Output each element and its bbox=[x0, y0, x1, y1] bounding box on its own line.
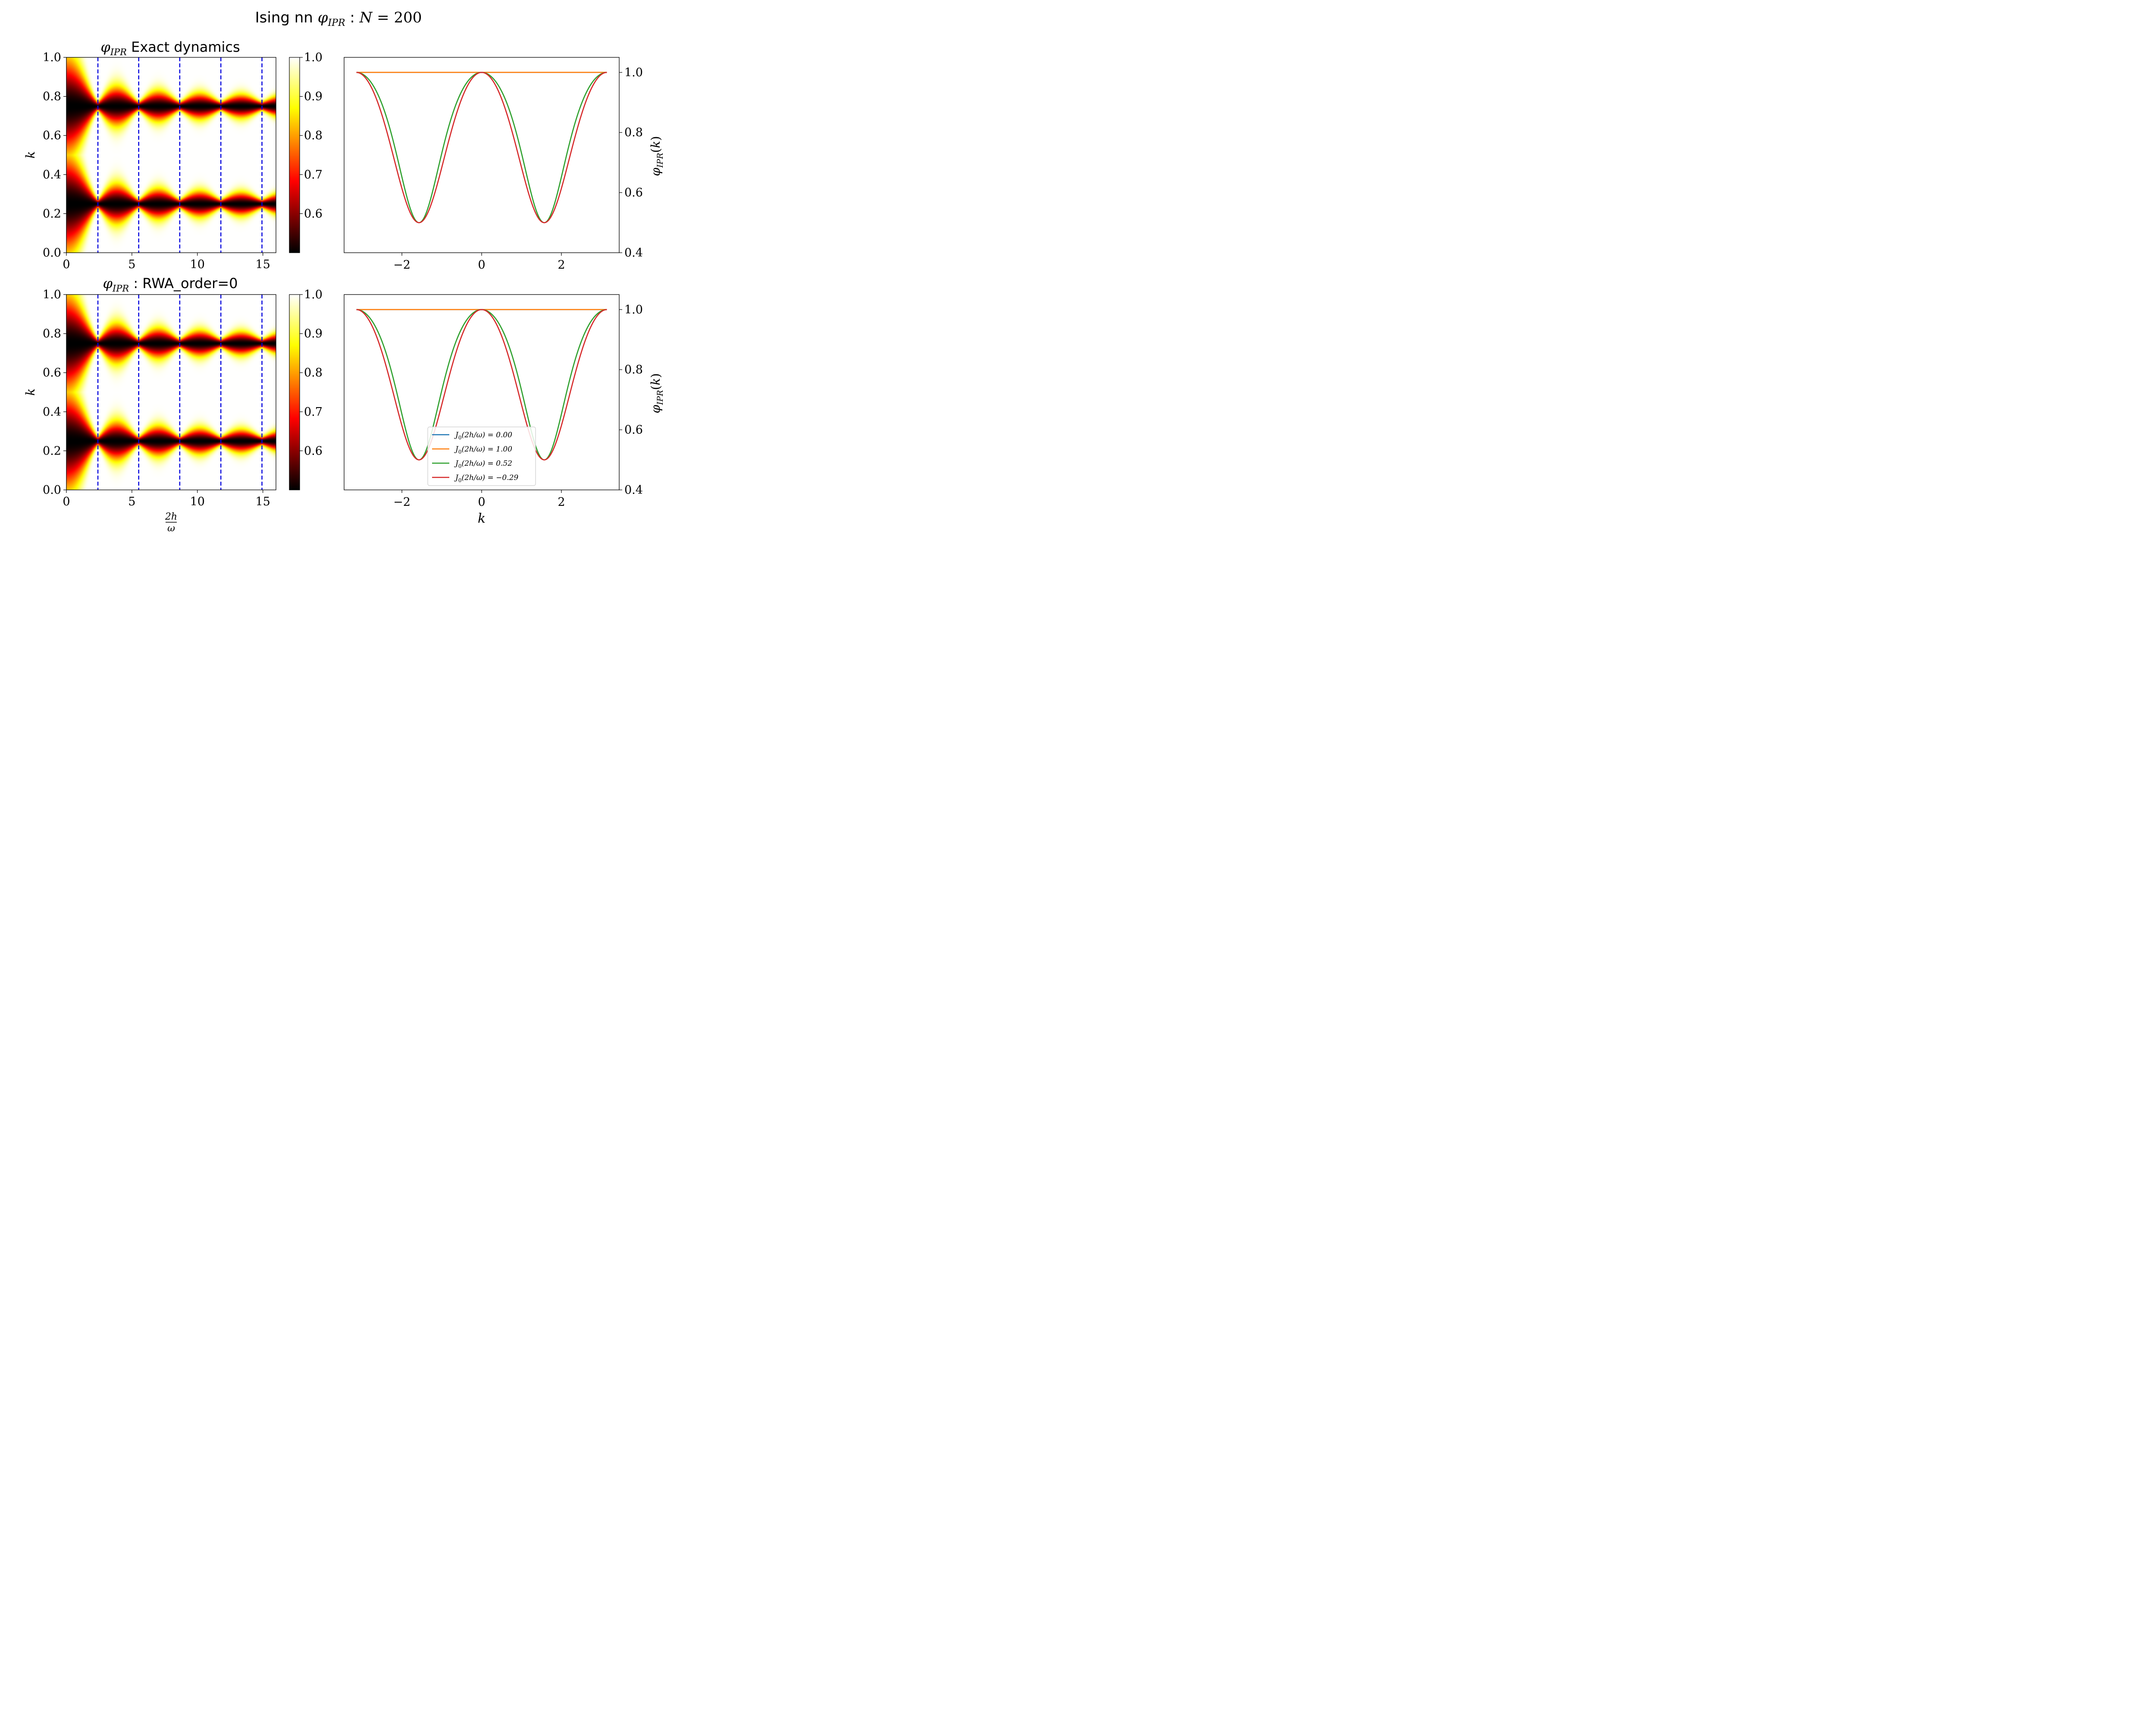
y-axis-label-phi-ipr-bottom: φIPR(k) bbox=[649, 373, 665, 413]
y-tick-label: 0.8 bbox=[43, 327, 61, 341]
colorbar-tick-label: 0.6 bbox=[304, 444, 323, 458]
series-line-3 bbox=[356, 72, 607, 223]
x-tick-label: 0 bbox=[63, 495, 70, 508]
y-tick-label: 0.8 bbox=[624, 363, 643, 376]
colorbar-tick-label: 0.9 bbox=[304, 327, 323, 341]
y-tick-label: 0.4 bbox=[43, 405, 61, 419]
figure: Ising nn φIPR : N = 200 φIPR Exact dynam… bbox=[23, 9, 665, 534]
heatmap-image bbox=[66, 295, 276, 490]
plot-frame bbox=[66, 57, 276, 253]
y-tick-label: 0.2 bbox=[43, 207, 61, 220]
svg-text:2h: 2h bbox=[165, 511, 177, 522]
x-tick-label: 10 bbox=[190, 495, 205, 508]
y-tick-label: 0.4 bbox=[624, 483, 643, 497]
legend-label: J0(2h/ω) = −0.29 bbox=[454, 474, 518, 483]
x-tick-label: 2 bbox=[558, 258, 565, 272]
panel-title-rwa: φIPR : RWA_order=0 bbox=[103, 275, 238, 294]
line-chart-bottom: −2 0 2 0.4 0.6 0.8 1.0 bbox=[344, 294, 643, 509]
y-tick-label: 1.0 bbox=[624, 66, 643, 79]
x-tick-label: 2 bbox=[558, 496, 565, 509]
legend-box bbox=[427, 427, 536, 486]
line-panel-top: −2 0 2 0.4 0.6 0.8 1.0 φIPR(k) bbox=[344, 57, 665, 272]
figure-title: Ising nn φIPR : N = 200 bbox=[255, 9, 422, 28]
x-axis-label-k: k bbox=[478, 511, 486, 526]
y-tick-label: 1.0 bbox=[43, 288, 61, 301]
series-line-2 bbox=[356, 72, 607, 223]
y-axis-label-k: k bbox=[23, 389, 38, 396]
x-tick-label: −2 bbox=[393, 258, 411, 272]
y-tick-label: 0.6 bbox=[624, 423, 643, 437]
heatmap-image bbox=[66, 57, 276, 253]
y-tick-label: 1.0 bbox=[624, 303, 643, 317]
y-tick-label: 0.6 bbox=[43, 129, 61, 142]
y-axis-label-phi-ipr-top: φIPR(k) bbox=[649, 136, 665, 176]
colorbar-tick-label: 0.8 bbox=[304, 129, 323, 142]
x-tick-label: 0 bbox=[478, 258, 485, 272]
y-axis-label-k: k bbox=[23, 151, 38, 159]
series-line-3 bbox=[356, 309, 607, 461]
y-tick-label: 0.4 bbox=[43, 168, 61, 182]
x-tick-label: −2 bbox=[393, 496, 411, 509]
y-tick-label: 0.4 bbox=[624, 246, 643, 260]
x-tick-label: 0 bbox=[478, 496, 485, 509]
heatmap-panel-rwa: φIPR : RWA_order=0 0 5 10 15 0.0 0.2 0.4 0.6 0.8… bbox=[23, 275, 323, 534]
colorbar-rwa: 0.6 0.7 0.8 0.9 1.0 bbox=[289, 288, 323, 490]
y-tick-label: 0.0 bbox=[43, 246, 61, 260]
line-chart-top: −2 0 2 0.4 0.6 0.8 1.0 bbox=[344, 57, 643, 272]
colorbar-tick-label: 0.7 bbox=[304, 405, 323, 419]
colorbar-tick-label: 1.0 bbox=[304, 51, 323, 64]
colorbar-frame bbox=[289, 57, 300, 253]
colorbar-exact: 0.6 0.7 0.8 0.9 1.0 bbox=[289, 51, 323, 253]
plot-frame bbox=[66, 294, 276, 490]
colorbar-tick-label: 0.7 bbox=[304, 168, 323, 182]
x-tick-label: 10 bbox=[190, 258, 205, 271]
y-tick-label: 0.2 bbox=[43, 444, 61, 458]
x-axis-label-2h-over-omega: 2h ω bbox=[165, 511, 177, 534]
colorbar-gradient bbox=[289, 295, 300, 490]
panel-title-exact: φIPR Exact dynamics bbox=[100, 39, 240, 57]
legend: J0(2h/ω) = 0.00 J0(2h/ω) = 1.00 J0(2h/ω) =… bbox=[427, 427, 536, 486]
x-tick-label: 5 bbox=[128, 495, 135, 508]
colorbar-tick-label: 0.6 bbox=[304, 207, 323, 220]
colorbar-frame bbox=[289, 294, 300, 490]
y-tick-label: 1.0 bbox=[43, 51, 61, 64]
heatmap-panel-exact: φIPR Exact dynamics 0 5 10 150.00.20.40.60.… bbox=[23, 39, 323, 271]
line-panel-bottom: −2 0 2 0.4 0.6 0.8 1.0 φIPR(k) k J0(2h/ω) = 0.… bbox=[344, 294, 665, 526]
x-tick-label: 15 bbox=[255, 258, 270, 271]
colorbar-tick-label: 0.8 bbox=[304, 366, 323, 380]
svg-text:ω: ω bbox=[167, 523, 175, 534]
heatmap-rwa-order-0: 0 5 10 15 0.0 0.2 0.4 0.6 0.8 1.0 bbox=[43, 288, 276, 508]
legend-label: J0(2h/ω) = 0.00 bbox=[454, 431, 512, 441]
legend-label: J0(2h/ω) = 0.52 bbox=[454, 459, 512, 469]
heatmap-exact-dynamics: 0 5 10 15 0.0 0.2 0.4 0.6 0.8 1.0 bbox=[43, 51, 276, 271]
y-tick-label: 0.0 bbox=[43, 483, 61, 497]
y-tick-label: 0.8 bbox=[624, 126, 643, 139]
legend-label: J0(2h/ω) = 1.00 bbox=[454, 445, 512, 455]
colorbar-tick-label: 1.0 bbox=[304, 288, 323, 301]
x-tick-label: 5 bbox=[128, 258, 135, 271]
plot-frame bbox=[344, 57, 620, 253]
x-tick-label: 0 bbox=[63, 258, 70, 271]
y-tick-label: 0.6 bbox=[43, 366, 61, 380]
colorbar-tick-label: 0.9 bbox=[304, 90, 323, 104]
x-tick-label: 15 bbox=[255, 495, 270, 508]
y-tick-label: 0.6 bbox=[624, 186, 643, 200]
y-tick-label: 0.8 bbox=[43, 90, 61, 104]
colorbar-gradient bbox=[289, 57, 300, 253]
